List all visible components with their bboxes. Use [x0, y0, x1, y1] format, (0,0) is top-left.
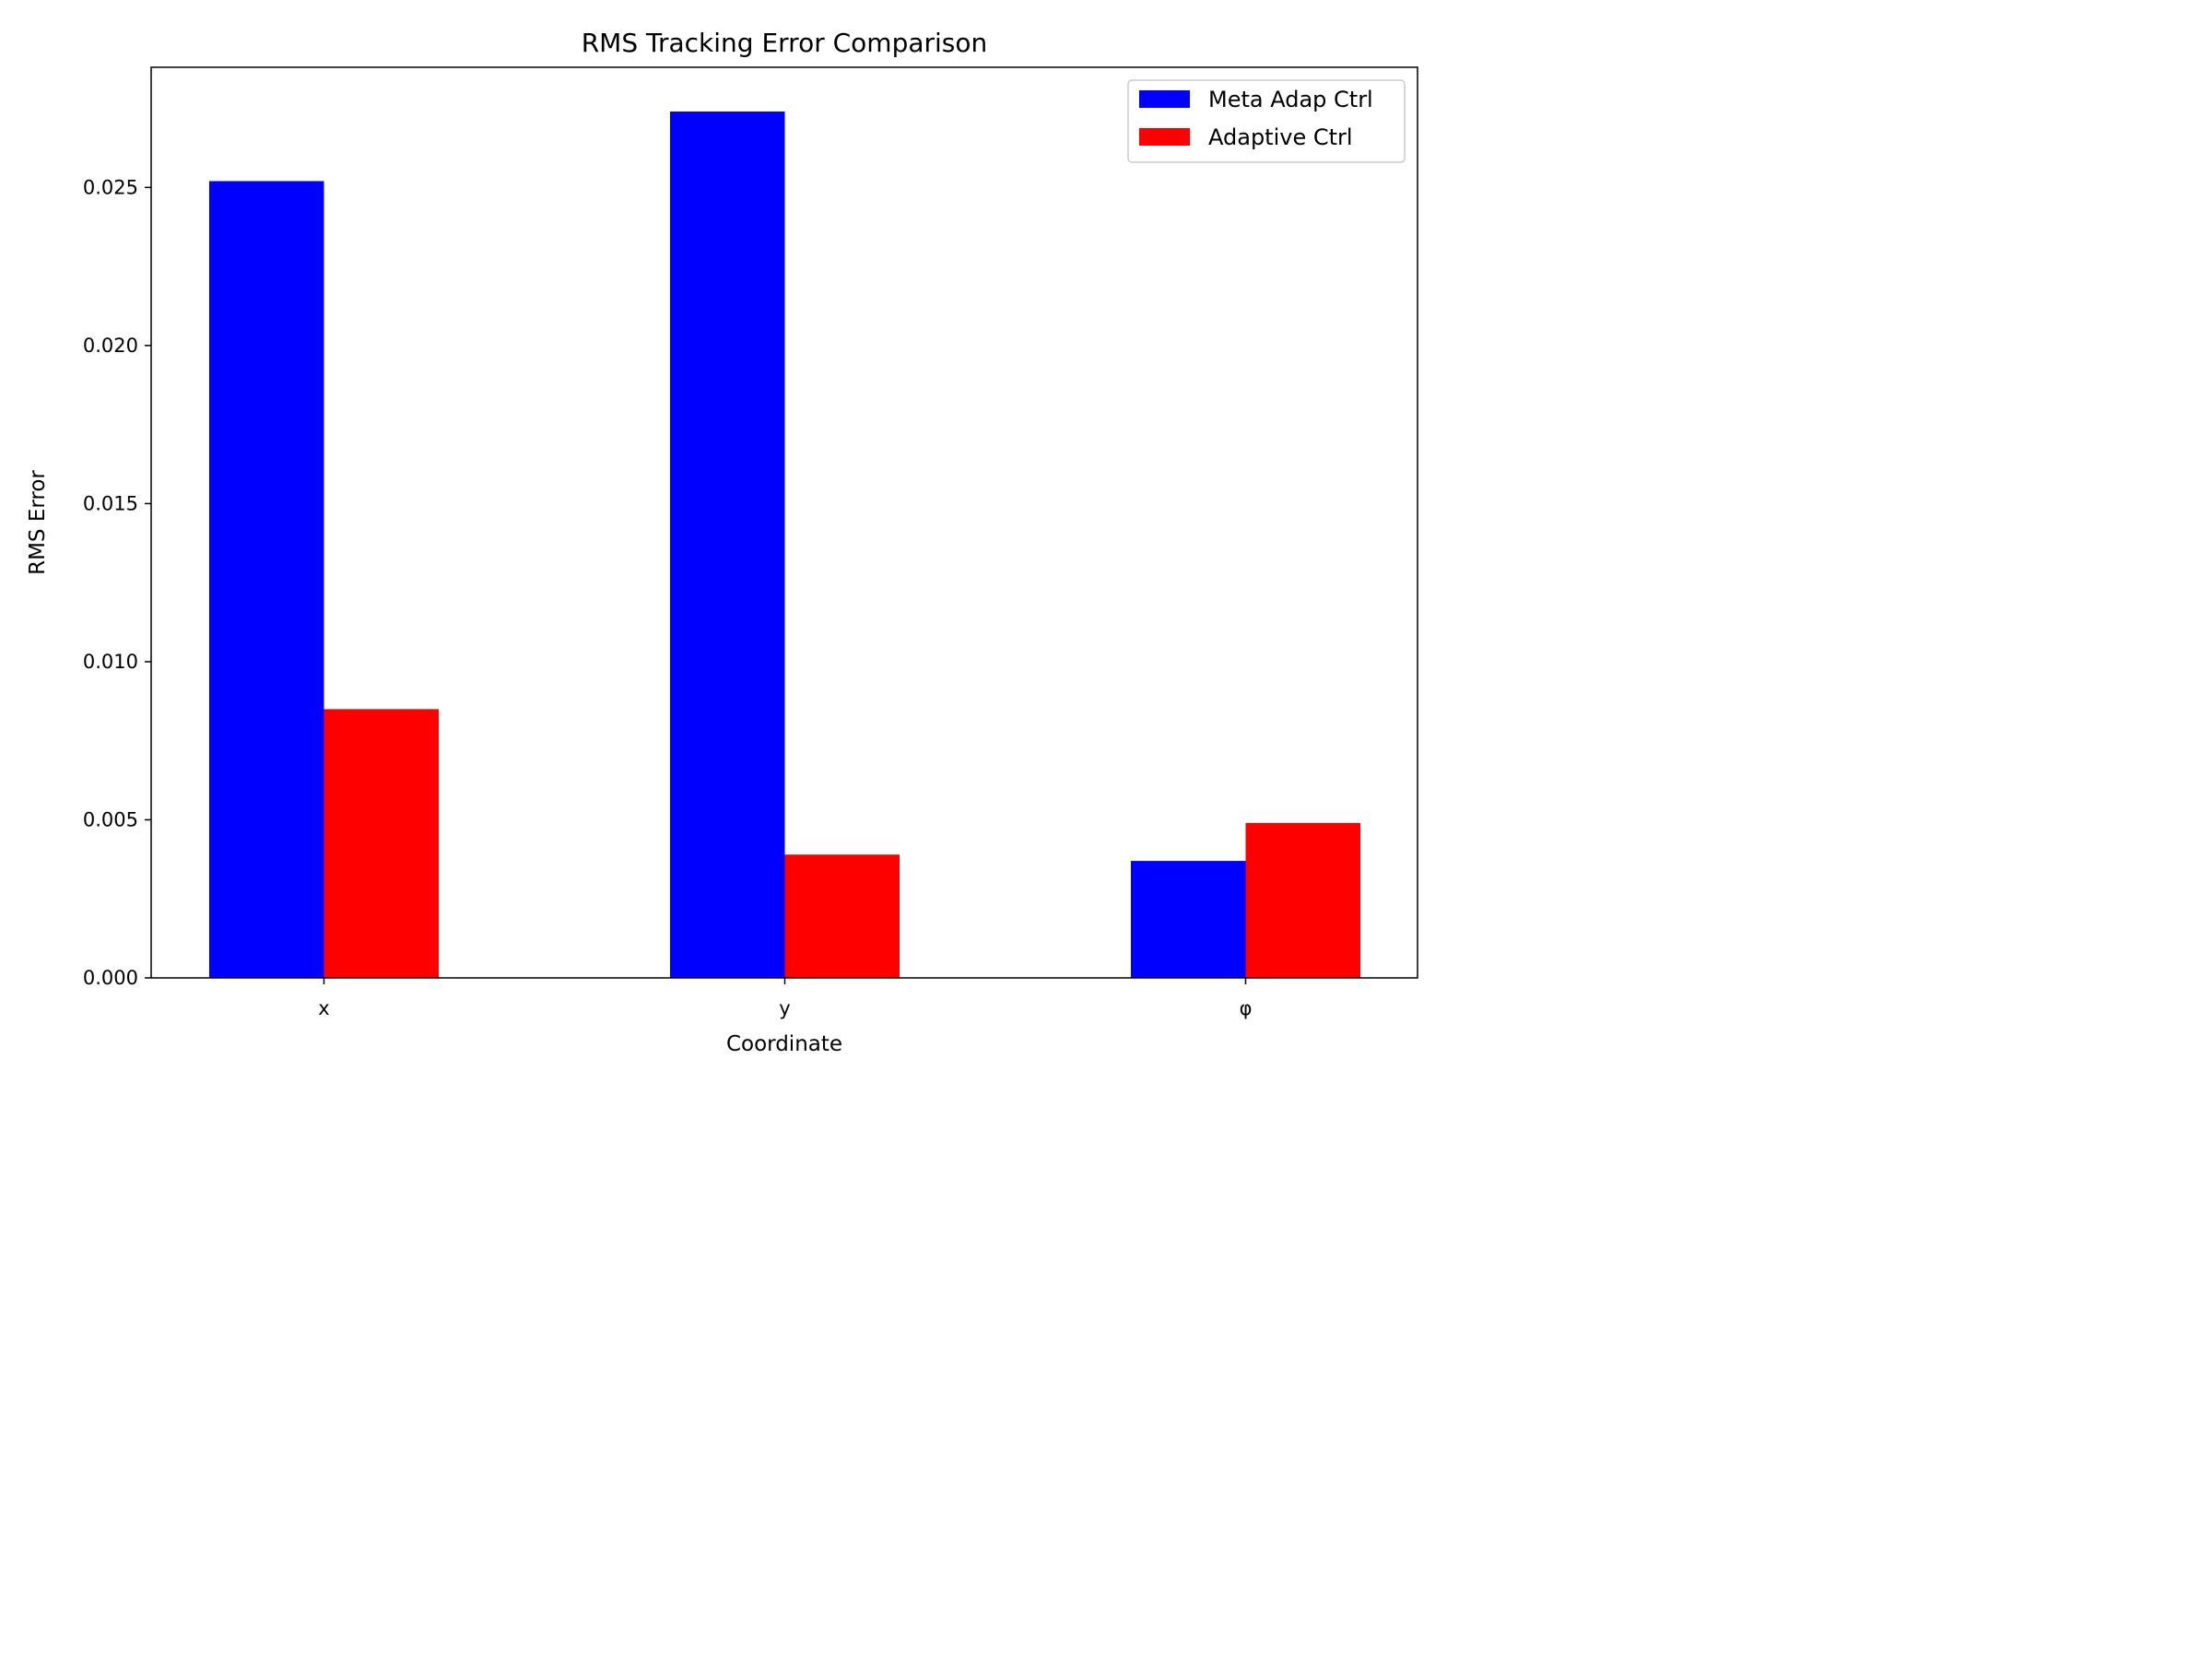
chart-title: RMS Tracking Error Comparison [582, 28, 988, 58]
bar-adaptive-1 [784, 854, 900, 978]
legend-frame [1127, 79, 1406, 163]
legend: Meta Adap Ctrl Adaptive Ctrl [1127, 79, 1406, 163]
y-tick-label: 0.020 [83, 335, 138, 357]
legend-label-1: Adaptive Ctrl [1208, 124, 1353, 150]
bar-meta-adap-2 [1131, 861, 1246, 978]
bar-meta-adap-1 [670, 112, 785, 979]
bar-adaptive-2 [1245, 822, 1360, 978]
bar-chart: RMS Tracking Error Comparison 0.000 0.005… [26, 28, 1418, 1056]
y-tick-label: 0.000 [83, 967, 138, 989]
x-axis-label: Coordinate [726, 1032, 842, 1056]
y-tick-label: 0.025 [83, 176, 138, 198]
legend-swatch-0 [1139, 90, 1190, 108]
legend-label-0: Meta Adap Ctrl [1208, 87, 1373, 112]
bars-layer [209, 112, 1360, 979]
x-tick-label: y [779, 997, 790, 1019]
y-tick-label: 0.010 [83, 651, 138, 673]
y-tick-label: 0.005 [83, 808, 138, 830]
y-axis: 0.000 0.005 0.010 0.015 0.020 0.025 [83, 176, 151, 989]
bar-meta-adap-0 [209, 181, 324, 978]
bar-adaptive-0 [324, 709, 439, 978]
legend-swatch-1 [1139, 128, 1190, 146]
x-tick-label: φ [1240, 997, 1253, 1019]
y-axis-label: RMS Error [26, 470, 50, 575]
x-tick-label: x [318, 997, 329, 1019]
y-tick-label: 0.015 [83, 492, 138, 514]
